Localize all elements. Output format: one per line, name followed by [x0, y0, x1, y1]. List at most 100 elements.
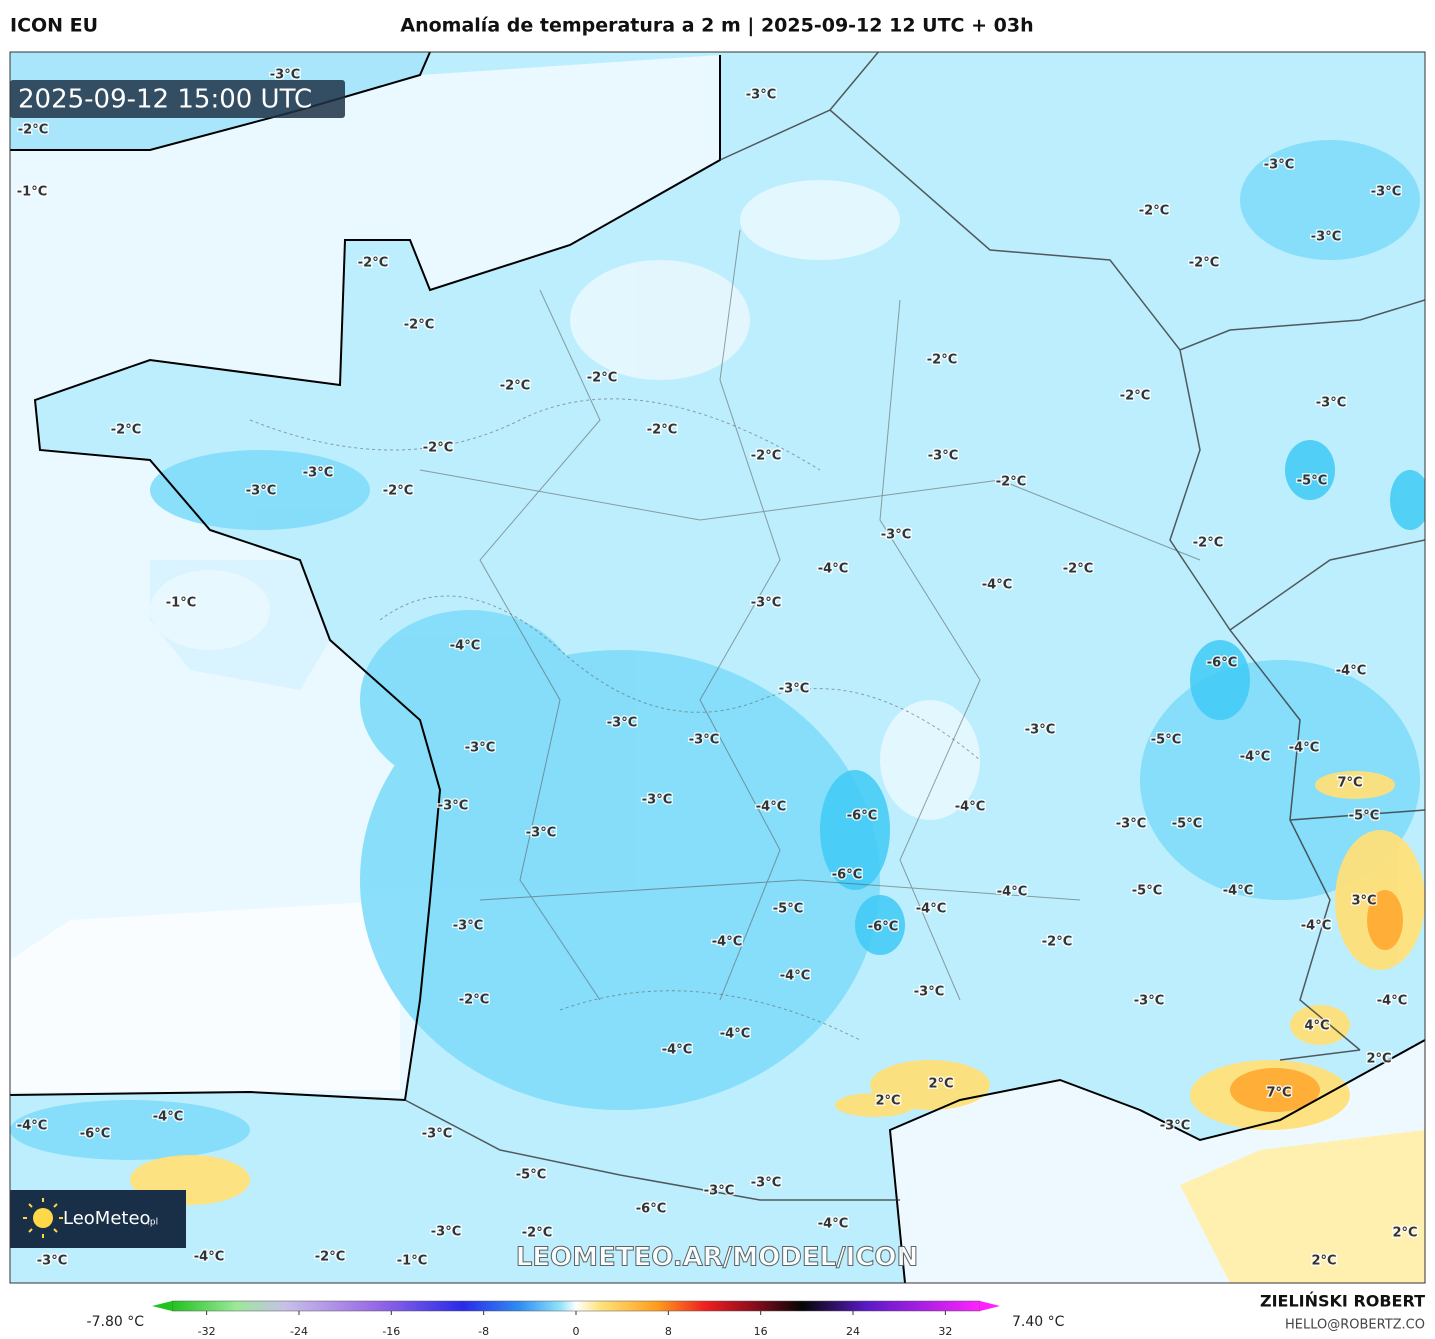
contour-label: -3°C	[779, 682, 809, 697]
colorbar-tick-label: 32	[938, 1325, 952, 1338]
contour-label: -4°C	[450, 639, 480, 654]
contour-label: -4°C	[662, 1043, 692, 1058]
contour-label: -6°C	[847, 809, 877, 824]
contour-label: 3°C	[1351, 894, 1376, 909]
contour-labels: -3°C -2°C -1°C -3°C -2°C -3°C -3°C -3°C -2°C -2°C…	[15, 66, 1419, 1270]
contour-label: 7°C	[1337, 776, 1362, 791]
logo-rays	[23, 1198, 63, 1238]
contour-label: -3°C	[1264, 158, 1294, 173]
contour-label: -3°C	[422, 1127, 452, 1142]
contour-label: -2°C	[522, 1226, 552, 1241]
contour-label: -3°C	[1134, 994, 1164, 1009]
contour-label: 7°C	[1266, 1086, 1291, 1101]
contour-label: -3°C	[438, 799, 468, 814]
contour-label: -4°C	[1301, 919, 1331, 934]
contour-label: -2°C	[1063, 562, 1093, 577]
contour-label: -6°C	[636, 1202, 666, 1217]
contour-label: -4°C	[712, 935, 742, 950]
contour-label: -3°C	[1116, 817, 1146, 832]
contour-label: -4°C	[916, 902, 946, 917]
contour-label: -5°C	[773, 902, 803, 917]
colorbar-tick-label: -24	[290, 1325, 308, 1338]
timestamp: 2025-09-12 15:00 UTC	[18, 85, 312, 115]
contour-label: -4°C	[982, 578, 1012, 593]
contour-label: 2°C	[875, 1094, 900, 1109]
border	[404, 52, 1425, 1201]
contour-label: -4°C	[1377, 994, 1407, 1009]
contour-label: -2°C	[383, 484, 413, 499]
contour-label: -4°C	[818, 562, 848, 577]
contour-label: -2°C	[996, 475, 1026, 490]
contour-label: -3°C	[642, 793, 672, 808]
cold-blob	[1140, 660, 1420, 900]
cold-blob	[150, 450, 370, 530]
contour-label: -1°C	[17, 185, 47, 200]
contour-label: -4°C	[17, 1119, 47, 1134]
mild-zone	[150, 180, 980, 820]
hot-zone	[1230, 890, 1403, 1112]
contour-label: -5°C	[1132, 884, 1162, 899]
contour-label: -6°C	[1207, 656, 1237, 671]
map-title: Anomalía de temperatura a 2 m | 2025-09-…	[400, 15, 1033, 37]
contour-label: -2°C	[587, 371, 617, 386]
contour-label: -2°C	[1120, 389, 1150, 404]
map-area: -3°C -2°C -1°C -3°C -2°C -3°C -3°C -3°C -2°C -2°C…	[10, 52, 1425, 1283]
contour-label: -1°C	[397, 1254, 427, 1269]
contour-label: -5°C	[1349, 809, 1379, 824]
contour-label: -4°C	[997, 885, 1027, 900]
mild-blob	[150, 570, 270, 650]
logo-sun	[33, 1208, 53, 1228]
coastline	[10, 55, 721, 1102]
contour-label: -2°C	[358, 256, 388, 271]
cold-blob	[1240, 140, 1420, 260]
author: ZIELIŃSKI ROBERT	[1260, 1292, 1425, 1311]
contour-label: -2°C	[751, 449, 781, 464]
colorbar-max: 7.40 °C	[1012, 1314, 1065, 1330]
contour-label: -3°C	[914, 985, 944, 1000]
contour-label: 2°C	[928, 1077, 953, 1092]
map-frame	[9, 51, 1426, 1284]
contour-label: -2°C	[500, 379, 530, 394]
contour-label: -2°C	[315, 1250, 345, 1265]
contour-label: -1°C	[166, 596, 196, 611]
contour-label: -3°C	[1371, 185, 1401, 200]
contour-label: -3°C	[1316, 396, 1346, 411]
colorbar-arrow-high	[980, 1301, 1000, 1311]
cold-core	[1285, 440, 1335, 500]
contour-label: -4°C	[955, 800, 985, 815]
contour-label: -2°C	[111, 423, 141, 438]
colorbar-tick-label: -16	[382, 1325, 400, 1338]
contour-label: -2°C	[927, 353, 957, 368]
colorbar-tick-label: 0	[573, 1325, 580, 1338]
cold-zone	[10, 140, 1420, 1160]
mild-blob	[570, 260, 750, 380]
very-cold-zone	[820, 440, 1425, 955]
contour-label: -3°C	[431, 1225, 461, 1240]
contour-label: 2°C	[1392, 1226, 1417, 1241]
contour-label: -2°C	[1189, 256, 1219, 271]
contour-label: -3°C	[270, 68, 300, 83]
hot-blob	[1230, 1068, 1320, 1112]
contour-label: -6°C	[80, 1127, 110, 1142]
contour-label: -3°C	[465, 741, 495, 756]
logo-name: LeoMeteo	[63, 1208, 151, 1229]
cold-core	[855, 895, 905, 955]
contour-label: -6°C	[868, 920, 898, 935]
colorbar-scale	[171, 1300, 981, 1312]
contour-label: -3°C	[751, 596, 781, 611]
hot-blob	[1367, 890, 1403, 950]
contour-label: -3°C	[607, 716, 637, 731]
contour-label: -4°C	[1336, 664, 1366, 679]
timestamp-box	[10, 80, 345, 118]
warm-sea	[1180, 1130, 1425, 1283]
contour-label: 4°C	[1304, 1019, 1329, 1034]
warm-blob	[1315, 771, 1395, 799]
contour-label: -5°C	[516, 1168, 546, 1183]
email: HELLO@ROBERTZ.CO	[1285, 1318, 1425, 1333]
contour-label: -2°C	[1193, 536, 1223, 551]
contour-label: -4°C	[1223, 884, 1253, 899]
colorbar: -32 -24 -16 -8 0 8 16 24 32	[152, 1300, 1000, 1338]
cold-blob	[360, 610, 580, 790]
